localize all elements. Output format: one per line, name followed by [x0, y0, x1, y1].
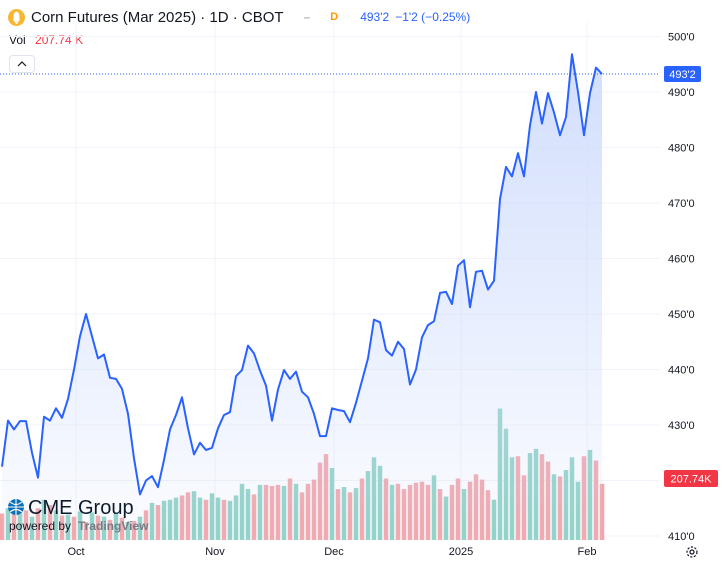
- last-volume-label: 207.74K: [671, 474, 713, 486]
- symbol-title[interactable]: Corn Futures (Mar 2025) · 1D · CBOT: [31, 8, 284, 26]
- price-area: [2, 54, 602, 540]
- time-axis: Oct Nov Dec 2025 Feb: [67, 546, 596, 558]
- price-line: [1, 53, 603, 496]
- chart-header: Corn Futures (Mar 2025) · 1D · CBOT – D …: [8, 6, 470, 28]
- tradingview-text: TradingView: [78, 519, 149, 533]
- price-tick-label: 500'0: [668, 32, 695, 44]
- time-tick-label: 2025: [449, 546, 473, 558]
- collapse-legend-button[interactable]: [9, 55, 35, 73]
- price-change: −1'2 (−0.25%): [395, 10, 471, 24]
- chevron-up-icon: [17, 61, 27, 67]
- price-tick-label: 480'0: [668, 143, 695, 155]
- chart-settings-button[interactable]: [684, 544, 700, 560]
- time-tick-label: Nov: [205, 546, 225, 558]
- cme-group-text: CME Group: [28, 497, 134, 519]
- price-tick-label: 450'0: [668, 309, 695, 321]
- price-axis: 500'0 490'0 480'0 470'0 460'0 450'0 440'0 430'0…: [668, 32, 695, 544]
- time-tick-label: Dec: [324, 546, 344, 558]
- last-price: 493'2: [360, 10, 390, 24]
- price-tick-label: 410'0: [668, 531, 695, 543]
- time-tick-label: Oct: [67, 546, 84, 558]
- plot-area: [0, 53, 605, 540]
- gear-icon: [686, 546, 698, 558]
- corn-icon: [8, 8, 25, 26]
- price-tick-label: 440'0: [668, 365, 695, 377]
- cme-globe-icon: [8, 499, 24, 515]
- price-tick-label: 490'0: [668, 87, 695, 99]
- market-status-separator: –: [303, 10, 311, 24]
- last-price-label-bg: [664, 65, 701, 82]
- last-volume-label-bg: [664, 470, 718, 487]
- time-tick-label: Feb: [578, 546, 597, 558]
- price-tick-label: 460'0: [668, 254, 695, 266]
- price-tick-label: 470'0: [668, 198, 695, 210]
- last-price-label: 493'2: [669, 69, 696, 81]
- price-tick-label: 430'0: [668, 420, 695, 432]
- powered-by-text: powered by: [9, 519, 71, 533]
- delayed-data-badge[interactable]: D: [330, 11, 339, 23]
